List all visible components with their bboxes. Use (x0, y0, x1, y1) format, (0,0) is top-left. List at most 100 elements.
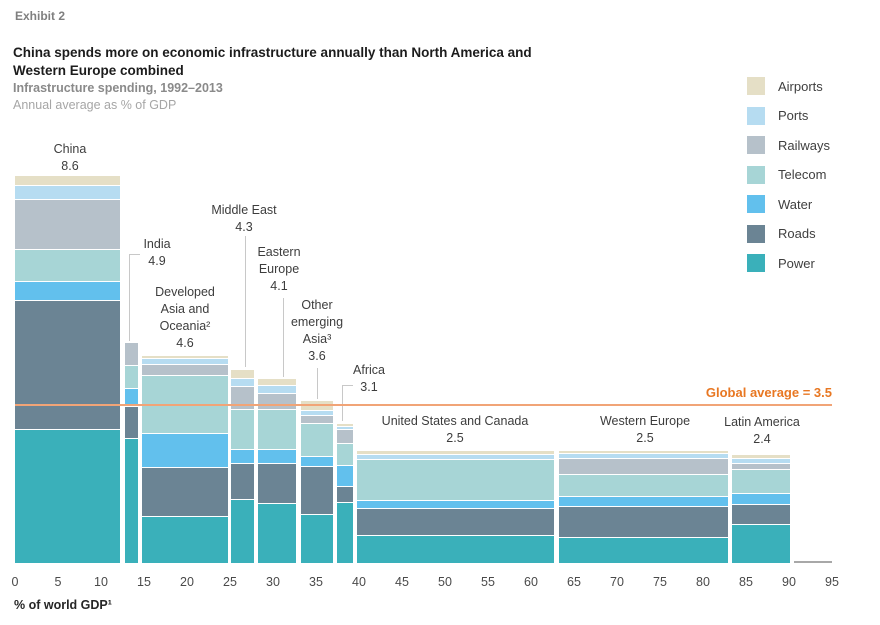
bar-name: Other (301, 298, 333, 312)
bar-name: Asia³ (302, 332, 332, 346)
bar-label-united-states-and-canada: United States and Canada 2.5 (380, 413, 530, 447)
segment-middle-east-airports (230, 369, 255, 379)
segment-western-europe-airports (558, 450, 729, 454)
segment-developed-asia-and-oceania-railways (142, 363, 228, 376)
global-average-line (15, 404, 832, 406)
airports-swatch-icon (747, 77, 765, 95)
segment-middle-east-railways (230, 385, 255, 409)
segment-india-water (125, 387, 139, 407)
bar-india (125, 342, 139, 563)
x-tick-45: 45 (395, 575, 409, 589)
bar-label-other-emerging-asia: Other emerging Asia³ 3.6 (242, 297, 392, 365)
power-swatch-icon (747, 254, 765, 272)
bar-label-africa: Africa 3.1 (294, 362, 444, 396)
railways-swatch-icon (747, 136, 765, 154)
x-tick-90: 90 (782, 575, 796, 589)
segment-africa-power (336, 501, 354, 564)
bar-other-emerging-asia (300, 401, 333, 564)
leader-line-eastern-europe (283, 298, 284, 377)
segment-middle-east-power (230, 498, 255, 564)
segment-middle-east-ports (230, 378, 255, 386)
bar-label-developed-asia-and-oceania: Developed Asia and Oceania² 4.6 (110, 284, 260, 352)
x-tick-80: 80 (696, 575, 710, 589)
bar-value: 3.6 (308, 349, 326, 363)
segment-china-telecom (15, 248, 121, 281)
segment-latin-america-ports (732, 457, 791, 464)
x-tick-0: 0 (11, 575, 19, 589)
x-tick-20: 20 (180, 575, 194, 589)
segment-eastern-europe-airports (258, 378, 297, 386)
bar-label-middle-east: Middle East 4.3 (169, 202, 319, 236)
segment-latin-america-roads (732, 503, 791, 524)
global-average-label: Global average = 3.5 (705, 385, 832, 400)
x-tick-10: 10 (94, 575, 108, 589)
bar-latin-america (732, 455, 791, 563)
segment-latin-america-airports (732, 455, 791, 458)
segment-united-states-and-canada-power (357, 535, 555, 563)
legend-label: Telecom (778, 167, 827, 182)
segment-china-railways (15, 199, 121, 249)
bar-name: China (53, 142, 87, 156)
bar-value: 8.6 (61, 159, 79, 173)
segment-united-states-and-canada-ports (357, 453, 555, 459)
segment-middle-east-roads (230, 462, 255, 499)
bar-africa (336, 423, 354, 564)
segment-other-emerging-asia-roads (300, 465, 333, 515)
exhibit-number: Exhibit 2 (15, 9, 66, 23)
segment-india-roads (125, 406, 139, 439)
bar-label-india: India 4.9 (82, 236, 232, 270)
segment-china-ports (15, 184, 121, 200)
bar-name: Oceania² (159, 319, 211, 333)
legend-item-roads: Roads (747, 224, 830, 243)
bar-name: Developed (155, 285, 215, 299)
legend-label: Roads (778, 226, 816, 241)
segment-eastern-europe-ports (258, 385, 297, 393)
segment-eastern-europe-telecom (258, 408, 297, 449)
segment-india-telecom (125, 364, 139, 388)
segment-western-europe-water (558, 496, 729, 507)
legend-label: Water (778, 196, 813, 212)
segment-latin-america-telecom (732, 468, 791, 494)
x-tick-95: 95 (825, 575, 839, 589)
segment-middle-east-water (230, 448, 255, 463)
legend-item-airports: Airports (747, 77, 830, 95)
x-tick-75: 75 (653, 575, 667, 589)
x-tick-70: 70 (610, 575, 624, 589)
legend-item-ports: Ports (747, 106, 830, 125)
telecom-swatch-icon (747, 165, 765, 184)
segment-developed-asia-and-oceania-water (142, 433, 228, 468)
leader-line-other-emerging-asia (317, 368, 318, 399)
x-tick-15: 15 (137, 575, 151, 589)
x-tick-85: 85 (739, 575, 753, 589)
segment-africa-water (336, 465, 354, 486)
legend-item-power: Power (747, 254, 830, 272)
segment-united-states-and-canada-airports (357, 450, 555, 454)
bar-value: 4.1 (270, 279, 288, 293)
bar-name: emerging (290, 315, 344, 329)
bar-name: Middle East (211, 203, 277, 217)
segment-developed-asia-and-oceania-ports (142, 358, 228, 364)
bar-name: India (143, 237, 171, 251)
bar-value: 2.5 (636, 431, 654, 445)
segment-western-europe-power (558, 537, 729, 563)
roads-swatch-icon (747, 224, 765, 243)
segment-other-emerging-asia-water (300, 456, 333, 466)
leader-line-elbow-africa (342, 385, 353, 386)
bar-name: Eastern (257, 245, 301, 259)
segment-china-water (15, 280, 121, 300)
bar-western-europe (558, 450, 729, 564)
chart-unit-label: Annual average as % of GDP (13, 98, 177, 112)
x-tick-30: 30 (266, 575, 280, 589)
bar-name: Africa (353, 363, 385, 377)
chart-title-line-1: China spends more on economic infrastruc… (13, 45, 532, 60)
segment-western-europe-ports (558, 453, 729, 458)
x-tick-25: 25 (223, 575, 237, 589)
x-tick-40: 40 (352, 575, 366, 589)
bar-label-eastern-europe: Eastern Europe 4.1 (204, 244, 354, 295)
bar-label-china: China 8.6 (0, 141, 145, 175)
bar-name: Western Europe (599, 414, 691, 428)
legend: Airports Ports Railways Telecom Water Roads Po… (747, 77, 830, 284)
legend-label: Power (778, 255, 815, 271)
segment-united-states-and-canada-telecom (357, 458, 555, 500)
